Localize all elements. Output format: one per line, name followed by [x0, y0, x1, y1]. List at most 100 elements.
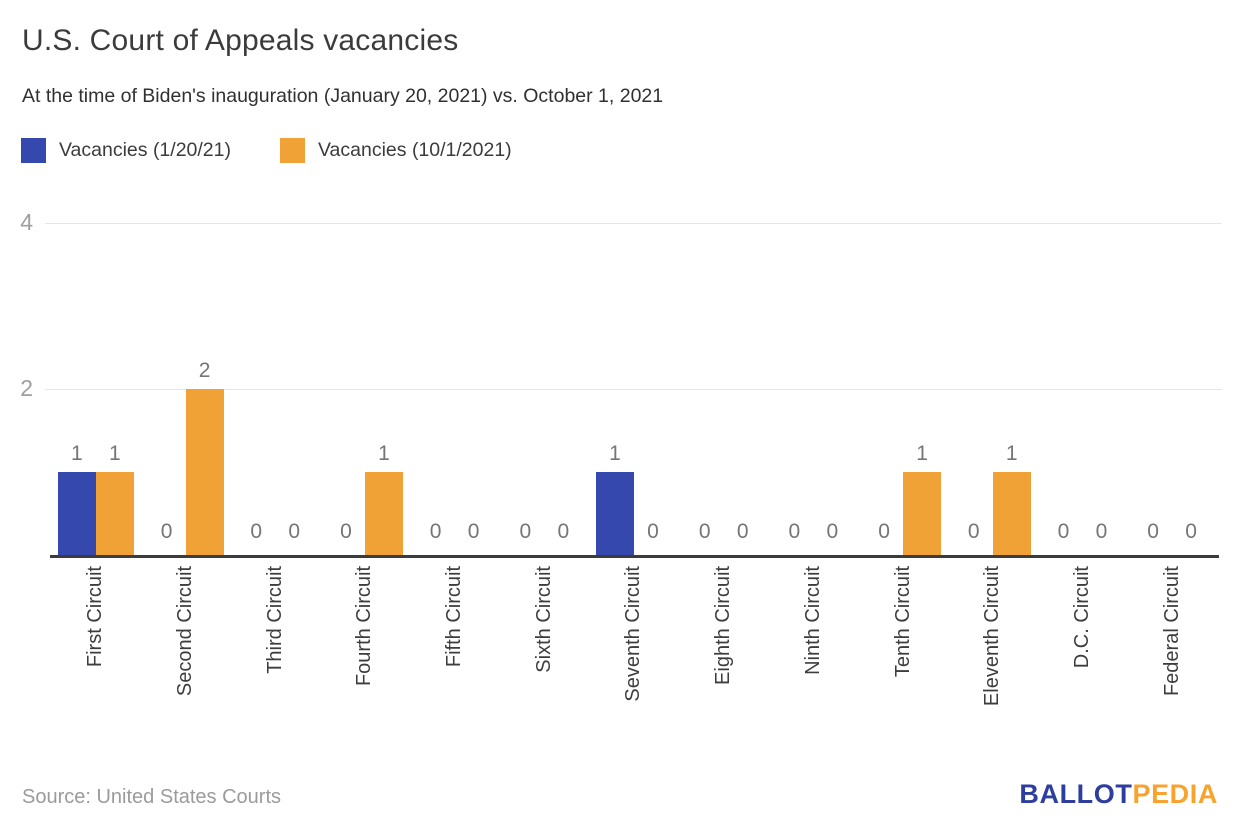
bar-oct	[992, 472, 1031, 555]
x-axis-label: First Circuit	[84, 566, 107, 668]
bar-value-label: 0	[467, 520, 480, 543]
bar-slot-jan: 0	[686, 521, 724, 555]
bar-slot-jan: 0	[148, 521, 186, 555]
bar-value-label: 0	[878, 520, 890, 543]
bar-value-label: 1	[378, 442, 390, 465]
x-axis-cell: Federal Circuit	[1127, 566, 1217, 746]
bar-oct	[903, 472, 942, 555]
x-axis-cell: D.C. Circuit	[1038, 566, 1128, 746]
x-axis-cell: Ninth Circuit	[769, 566, 859, 746]
bar-value-label: 1	[916, 442, 928, 465]
logo-pedia-text: PEDIA	[1132, 779, 1218, 809]
x-axis-cell: Third Circuit	[230, 566, 320, 746]
legend-swatch-blue-icon	[21, 138, 46, 163]
bar-value-label: 0	[647, 520, 659, 543]
bar-value-label: 0	[1057, 520, 1070, 543]
page-title: U.S. Court of Appeals vacancies	[22, 24, 459, 57]
x-axis-line	[50, 555, 1219, 558]
bar-slot-oct: 0	[1082, 521, 1120, 555]
bar-value-label: 0	[826, 520, 839, 543]
bar-value-label: 0	[1147, 520, 1159, 543]
bar-slot-jan: 1	[595, 442, 634, 555]
x-axis-cell: Fourth Circuit	[320, 566, 410, 746]
bar-slot-oct: 0	[275, 521, 313, 555]
source-note: Source: United States Courts	[22, 786, 282, 808]
legend: Vacancies (1/20/21) Vacancies (10/1/2021…	[21, 138, 512, 163]
x-axis-label: Federal Circuit	[1160, 566, 1183, 697]
bar-value-label: 0	[340, 520, 352, 543]
bar-value-label: 0	[160, 520, 173, 543]
legend-label-vacancies-oct: Vacancies (10/1/2021)	[318, 139, 512, 161]
logo-ballot-text: BALLOT	[1019, 779, 1133, 809]
bar-value-label: 0	[698, 520, 711, 543]
bar-slot-oct: 1	[364, 442, 403, 555]
x-axis-cell: Second Circuit	[141, 566, 231, 746]
bar-slot-jan: 0	[1134, 521, 1172, 555]
bar-oct	[95, 472, 134, 555]
bar-value-label: 0	[288, 520, 301, 543]
x-axis-labels: First Circuit Second Circuit Third Circuit…	[51, 566, 1217, 746]
bar-value-label: 0	[788, 520, 801, 543]
x-axis-label: Ninth Circuit	[801, 566, 824, 675]
bar-oct	[364, 472, 403, 555]
bar-slot-jan: 0	[1044, 521, 1082, 555]
x-axis-cell: Eleventh Circuit	[948, 566, 1038, 746]
x-axis-cell: Eighth Circuit	[679, 566, 769, 746]
bar-slot-jan: 0	[865, 521, 903, 555]
x-axis-cell: Seventh Circuit	[589, 566, 679, 746]
bar-slot-oct: 2	[185, 360, 224, 555]
bar-oct	[185, 389, 224, 555]
bar-slot-jan: 0	[955, 521, 993, 555]
bar-value-label: 1	[609, 442, 621, 465]
gridline-4	[45, 223, 1222, 224]
bar-jan	[595, 472, 634, 555]
y-tick-label-2: 2	[20, 375, 33, 401]
bar-slot-oct: 0	[1172, 521, 1210, 555]
bar-slot-jan: 0	[506, 521, 544, 555]
bar-value-label: 0	[429, 520, 442, 543]
y-tick-label-4: 4	[20, 209, 33, 235]
bar-value-label: 1	[71, 442, 83, 465]
legend-label-vacancies-jan: Vacancies (1/20/21)	[59, 139, 231, 161]
bar-slot-oct: 0	[455, 521, 493, 555]
ballotpedia-logo: BALLOTPEDIA	[1019, 779, 1218, 810]
bar-slot-jan: 1	[57, 442, 96, 555]
x-axis-label: Seventh Circuit	[622, 566, 645, 702]
bar-value-label: 1	[1005, 442, 1018, 465]
bar-value-label: 0	[519, 520, 532, 543]
bar-slot-jan: 0	[417, 521, 455, 555]
x-axis-cell: First Circuit	[51, 566, 141, 746]
legend-item-vacancies-oct: Vacancies (10/1/2021)	[280, 138, 512, 163]
x-axis-label: Fifth Circuit	[443, 566, 466, 668]
bar-value-label: 0	[557, 520, 570, 543]
bar-value-label: 0	[1185, 520, 1197, 543]
gridline-2	[45, 389, 1222, 390]
x-axis-cell: Tenth Circuit	[858, 566, 948, 746]
bar-slot-jan: 0	[327, 521, 365, 555]
bar-slot-jan: 0	[237, 521, 275, 555]
bar-value-label: 0	[967, 520, 980, 543]
x-axis-label: Third Circuit	[263, 566, 286, 674]
bar-slot-oct: 0	[634, 521, 672, 555]
bar-slot-oct: 0	[813, 521, 851, 555]
bar-slot-oct: 1	[992, 442, 1031, 555]
bar-slot-jan: 0	[775, 521, 813, 555]
x-axis-cell: Fifth Circuit	[410, 566, 500, 746]
bar-jan	[57, 472, 96, 555]
bar-value-label: 0	[250, 520, 263, 543]
chart-subtitle: At the time of Biden's inauguration (Jan…	[22, 85, 664, 107]
bar-slot-oct: 0	[724, 521, 762, 555]
